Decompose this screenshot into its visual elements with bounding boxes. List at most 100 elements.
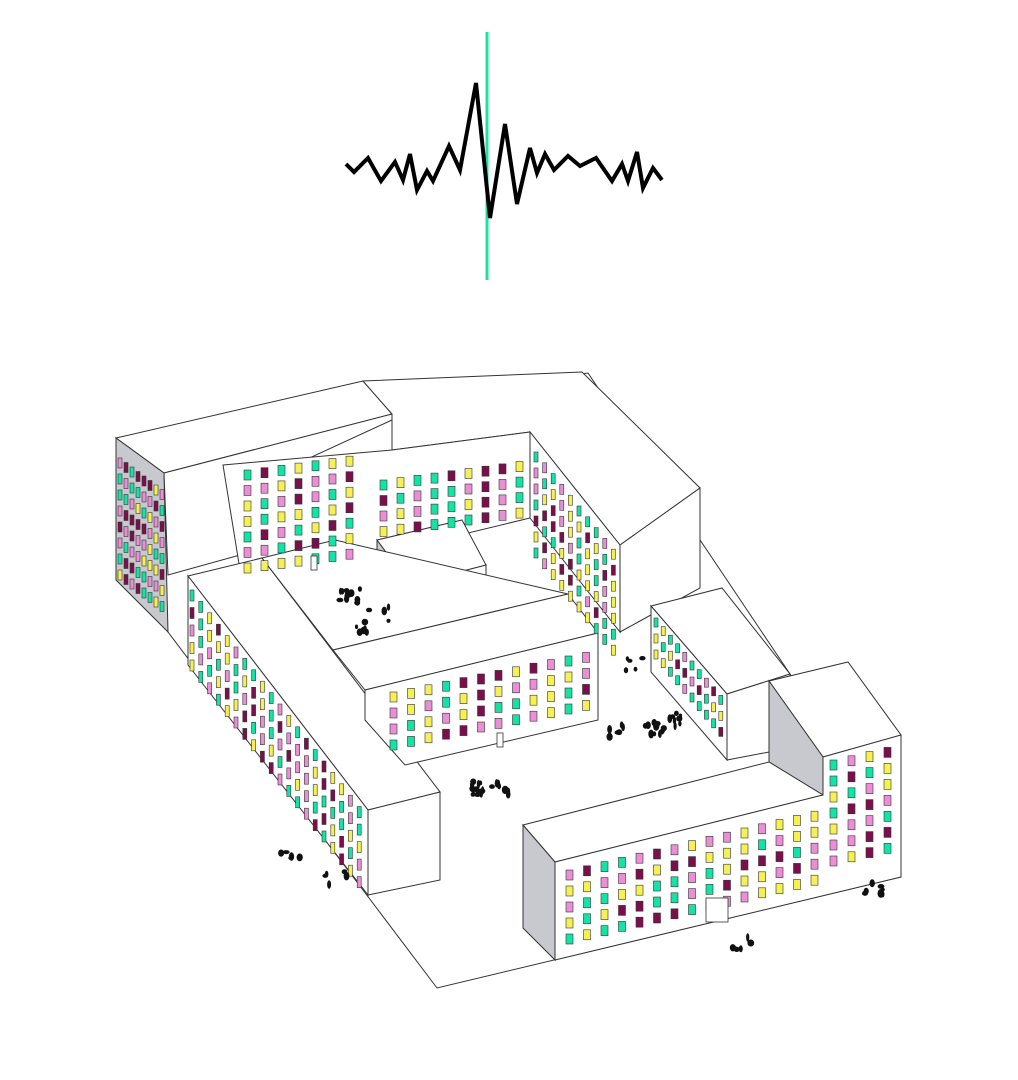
window xyxy=(294,524,303,536)
window xyxy=(312,749,318,761)
window xyxy=(883,795,892,806)
window xyxy=(207,612,212,625)
window xyxy=(277,558,286,569)
window xyxy=(564,687,573,699)
window xyxy=(198,636,204,648)
window xyxy=(135,487,141,498)
window xyxy=(389,739,398,751)
window xyxy=(189,607,195,619)
window xyxy=(550,489,556,500)
window xyxy=(847,787,856,799)
window xyxy=(123,526,129,537)
window xyxy=(311,475,320,487)
window xyxy=(582,668,590,679)
window xyxy=(533,515,539,527)
window xyxy=(689,692,695,703)
window xyxy=(348,864,353,877)
window xyxy=(547,659,555,670)
person-figure xyxy=(639,656,646,661)
window xyxy=(883,827,892,838)
window xyxy=(576,569,582,581)
window xyxy=(330,772,336,784)
window xyxy=(153,484,159,496)
window xyxy=(653,880,661,892)
window xyxy=(117,457,123,469)
window xyxy=(147,480,153,491)
window xyxy=(705,836,714,847)
window xyxy=(611,644,616,656)
window xyxy=(542,462,547,474)
window xyxy=(883,811,892,822)
window xyxy=(147,592,153,603)
window xyxy=(159,537,165,548)
window xyxy=(216,623,221,636)
window xyxy=(635,884,644,896)
window xyxy=(829,855,838,867)
window xyxy=(260,680,265,693)
window xyxy=(682,652,688,662)
window xyxy=(330,789,336,802)
window xyxy=(198,653,204,666)
window xyxy=(682,668,688,678)
person-figure xyxy=(660,725,667,732)
person-figure xyxy=(386,618,391,623)
window xyxy=(883,779,892,790)
window xyxy=(653,848,661,860)
window xyxy=(123,542,129,553)
window xyxy=(565,917,574,929)
window xyxy=(224,687,230,700)
window xyxy=(668,666,673,677)
window xyxy=(295,743,300,756)
window xyxy=(260,498,269,510)
window xyxy=(689,660,695,671)
window xyxy=(135,519,141,530)
window xyxy=(682,684,688,694)
window xyxy=(611,612,616,624)
window xyxy=(498,510,507,521)
window xyxy=(442,728,450,740)
window xyxy=(430,488,439,499)
window xyxy=(533,483,539,495)
window xyxy=(413,475,422,486)
window xyxy=(568,574,573,586)
window xyxy=(705,852,714,863)
window xyxy=(312,801,318,814)
person-figure xyxy=(877,884,885,889)
window xyxy=(602,538,608,549)
window xyxy=(865,767,874,778)
window xyxy=(153,516,159,528)
window xyxy=(233,716,239,729)
window xyxy=(847,851,856,863)
window xyxy=(339,800,344,813)
window xyxy=(775,867,784,878)
window xyxy=(243,516,252,527)
window xyxy=(224,705,230,717)
window xyxy=(304,790,309,803)
window xyxy=(207,647,212,660)
person-figure xyxy=(278,849,285,857)
window xyxy=(442,712,450,724)
window xyxy=(295,796,300,809)
window xyxy=(565,901,574,913)
window xyxy=(829,823,838,835)
window xyxy=(793,847,801,858)
window xyxy=(233,664,239,676)
window xyxy=(602,570,608,581)
window xyxy=(793,815,801,826)
window xyxy=(600,877,609,888)
window xyxy=(670,860,679,872)
window xyxy=(251,686,256,699)
window xyxy=(576,553,582,565)
window xyxy=(653,864,661,876)
window xyxy=(865,799,874,810)
person-figure xyxy=(282,850,290,855)
window xyxy=(330,807,336,819)
window xyxy=(688,840,696,851)
window xyxy=(304,755,309,768)
window xyxy=(576,585,582,597)
window xyxy=(311,522,320,534)
person-figure xyxy=(645,721,651,729)
window xyxy=(582,684,590,695)
window xyxy=(459,693,468,704)
window xyxy=(135,471,141,482)
